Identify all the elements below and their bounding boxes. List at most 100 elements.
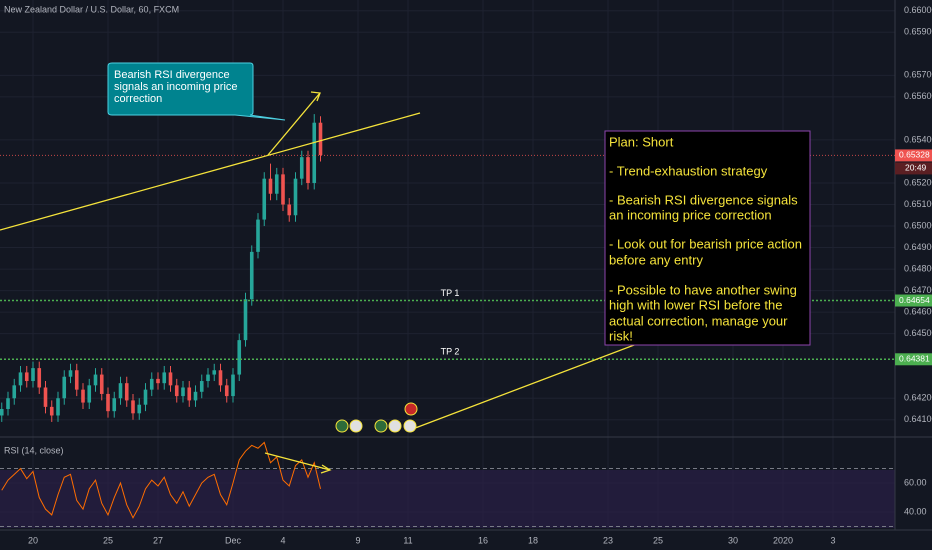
drawings	[0, 91, 701, 474]
candle-body	[318, 122, 323, 155]
plan-text: before any entry	[609, 252, 703, 267]
candle-body	[118, 383, 123, 399]
candle-body	[256, 219, 260, 252]
candle-body	[37, 368, 42, 388]
x-tick-label: 3	[830, 535, 835, 545]
plan-text: risk!	[609, 328, 633, 343]
candle-body	[81, 389, 85, 403]
event-icon	[404, 402, 418, 416]
plan-text: - Look out for bearish price action	[609, 236, 802, 251]
countdown-label: 20:49	[905, 163, 927, 173]
candle-body	[312, 122, 317, 183]
candle-body	[224, 385, 229, 397]
candle-body	[112, 398, 117, 412]
candle-body	[162, 372, 167, 384]
price-tag	[895, 294, 932, 307]
arrow-head	[310, 91, 321, 102]
candle-body	[106, 393, 110, 412]
candle-body	[193, 391, 198, 401]
x-tick-label: 18	[528, 535, 538, 545]
x-tick-label: 2020	[773, 535, 793, 545]
tp-label: TP 1	[441, 288, 460, 298]
event-icon	[335, 419, 349, 433]
candle-body	[168, 372, 173, 386]
last-price-label: 0.65328	[899, 150, 930, 160]
candle-body	[131, 400, 135, 414]
indicator-name: RSI (14, close)	[4, 445, 64, 455]
candle-body	[181, 387, 185, 397]
candle-body	[93, 374, 98, 386]
candle-body	[206, 374, 210, 382]
candle-body	[143, 389, 148, 405]
plan-box	[604, 130, 811, 346]
candle-body	[187, 387, 192, 401]
candle-body	[293, 178, 298, 216]
callout-text: Bearish RSI divergence	[114, 69, 230, 81]
candle-body	[237, 340, 242, 375]
x-tick-label: 4	[280, 535, 285, 545]
candle-body	[74, 370, 79, 390]
x-tick-label: 20	[28, 535, 38, 545]
arrow	[267, 92, 321, 156]
candle-body	[174, 385, 179, 397]
plan-text: high with lower RSI before the	[609, 297, 782, 312]
candle-body	[299, 157, 304, 179]
candle-body	[274, 174, 279, 194]
x-tick-label: 25	[653, 535, 663, 545]
candle-body	[124, 383, 129, 401]
candle-body	[262, 178, 267, 220]
event-icon	[374, 419, 388, 433]
candle-body	[243, 299, 248, 341]
x-tick-label: 11	[403, 535, 412, 545]
candle-body	[43, 387, 48, 407]
plan-text: Plan: Short	[609, 134, 674, 149]
trend-line	[0, 112, 421, 231]
x-tick-label: 16	[478, 535, 488, 545]
x-tick-label: 25	[103, 535, 113, 545]
plan-text: actual correction, manage your	[609, 313, 788, 328]
candle-body	[218, 370, 223, 386]
candle-body	[287, 204, 292, 216]
last-price-tag	[895, 149, 932, 162]
candle-body	[149, 378, 154, 390]
candle-body	[12, 385, 17, 399]
rsi-band-fill	[0, 470, 895, 528]
price-tag-label: 0.64654	[899, 295, 930, 305]
x-tick-label: 27	[153, 535, 163, 545]
candle-body	[31, 368, 35, 382]
candle-body	[137, 404, 142, 414]
event-icon	[349, 419, 363, 433]
candle-body	[281, 174, 285, 205]
x-tick-label: 23	[603, 535, 613, 545]
candle-body	[49, 406, 54, 416]
event-icon	[388, 419, 402, 433]
callout-text: signals an incoming price	[114, 81, 238, 93]
price-tag	[895, 353, 932, 366]
candle-body	[268, 178, 273, 194]
callout-text: correction	[114, 93, 162, 105]
candle-body	[87, 385, 92, 403]
candle-body	[24, 372, 29, 382]
callout-box	[107, 62, 286, 121]
plan-text: - Bearish RSI divergence signals	[609, 192, 798, 207]
candle-body	[18, 372, 23, 386]
candle-body	[99, 374, 104, 394]
candle-body	[156, 378, 160, 384]
plan-text: - Trend-exhaustion strategy	[609, 163, 768, 178]
candle-body	[231, 374, 235, 397]
tp-label: TP 2	[441, 347, 460, 357]
candle-body	[0, 409, 4, 416]
candle-body	[212, 370, 217, 375]
chart-title: New Zealand Dollar / U.S. Dollar, 60, FX…	[4, 4, 179, 14]
